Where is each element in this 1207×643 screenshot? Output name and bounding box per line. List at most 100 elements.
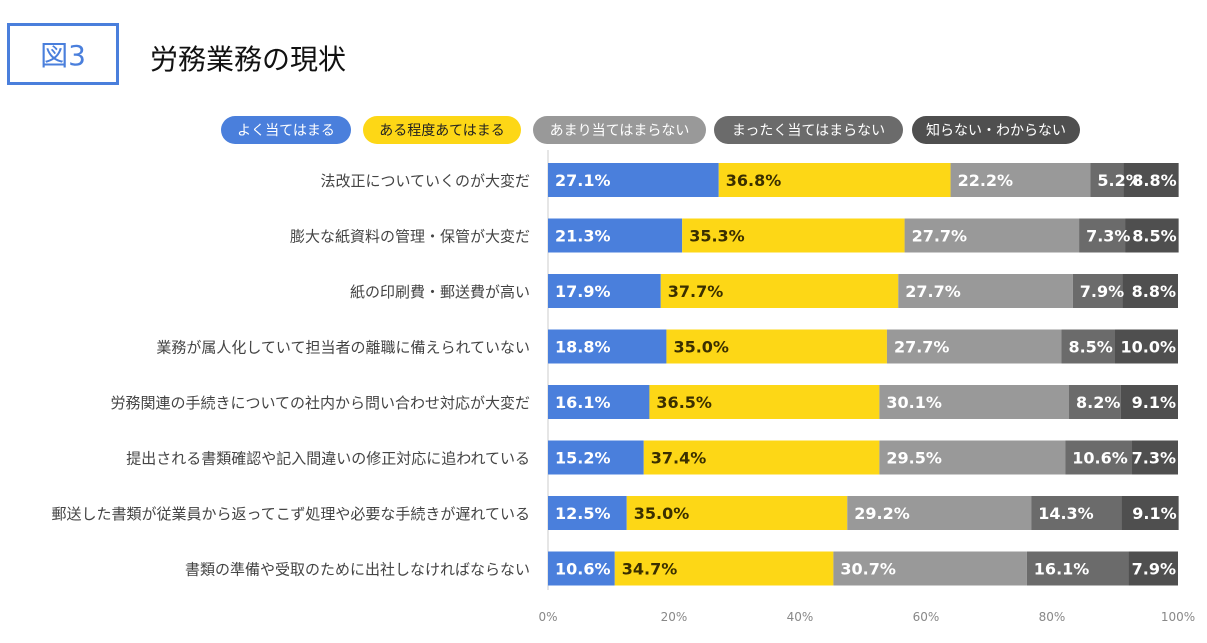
data-label: 7.3% — [1132, 449, 1176, 468]
data-label: 9.1% — [1132, 393, 1176, 412]
data-label: 14.3% — [1038, 504, 1094, 523]
category-label: 紙の印刷費・郵送費が高い — [350, 283, 530, 301]
bar-segment — [548, 551, 615, 586]
category-label: 法改正についていくのが大変だ — [320, 172, 530, 190]
data-label: 29.5% — [886, 449, 942, 468]
legend-item-1: よく当てはまる — [221, 116, 351, 144]
bar-segment — [548, 385, 650, 419]
data-label: 8.5% — [1068, 338, 1112, 357]
x-tick-label: 80% — [1039, 610, 1066, 624]
data-label: 8.8% — [1132, 282, 1176, 301]
category-label: 労務関連の手続きについての社内から問い合わせ対応が大変だ — [110, 394, 530, 412]
bar-segment — [898, 274, 1073, 308]
bar-segment — [548, 440, 644, 475]
legend-item-5: 知らない・わからない — [912, 116, 1080, 144]
bar-segment — [879, 385, 1070, 419]
data-label: 15.2% — [555, 449, 611, 468]
bar-segment — [1121, 496, 1179, 530]
bar-segment — [548, 218, 683, 253]
category-label: 業務が属人化していて担当者の離職に備えられていない — [156, 339, 530, 357]
category-label: 提出される書類確認や記入間違いの修正対応に追われている — [126, 450, 530, 468]
bar-segment — [1128, 551, 1178, 586]
data-label: 21.3% — [555, 227, 611, 246]
legend-item-3: あまり当てはまらない — [533, 116, 706, 144]
data-label: 12.5% — [555, 504, 611, 523]
data-label: 36.8% — [726, 171, 782, 190]
bar-segment — [548, 163, 719, 197]
category-label: 書類の準備や受取のために出社しなければならない — [185, 561, 530, 579]
data-label: 16.1% — [555, 393, 611, 412]
data-label: 30.7% — [840, 560, 896, 579]
category-label: 郵送した書類が従業員から返ってこず処理や必要な手続きが遅れている — [51, 505, 530, 523]
bar-segment — [660, 274, 899, 308]
data-label: 27.7% — [912, 227, 968, 246]
bar-segment — [847, 496, 1032, 530]
data-label: 16.1% — [1034, 560, 1090, 579]
bar-segment — [1125, 218, 1179, 253]
data-label: 18.8% — [555, 338, 611, 357]
bar-segment — [548, 274, 661, 308]
bar-segment — [950, 163, 1091, 197]
data-label: 8.2% — [1076, 393, 1120, 412]
data-label: 7.9% — [1132, 560, 1176, 579]
legend-item-2: ある程度あてはまる — [363, 116, 521, 144]
data-label: 10.0% — [1120, 338, 1176, 357]
bar-segment — [1065, 440, 1133, 475]
data-label: 9.1% — [1132, 504, 1176, 523]
bar-segment — [614, 551, 834, 586]
bar-segment — [1079, 218, 1126, 253]
data-label: 10.6% — [1072, 449, 1128, 468]
bar-segment — [1115, 329, 1178, 364]
bar-segment — [904, 218, 1080, 253]
data-label: 36.5% — [656, 393, 712, 412]
x-tick-label: 20% — [661, 610, 688, 624]
data-label: 35.0% — [673, 338, 729, 357]
bar-segment — [626, 496, 848, 530]
data-label: 30.1% — [886, 393, 942, 412]
data-label: 7.9% — [1080, 282, 1124, 301]
data-label: 35.0% — [634, 504, 690, 523]
data-label: 27.1% — [555, 171, 611, 190]
data-label: 5.2% — [1097, 171, 1141, 190]
figure-badge: 図3 — [7, 23, 119, 85]
figure-title: 労務業務の現状 — [150, 43, 347, 76]
x-tick-label: 60% — [913, 610, 940, 624]
bar-segment — [833, 551, 1027, 586]
bar-segment — [643, 440, 880, 475]
legend-item-4: まったく当てはまらない — [714, 116, 903, 144]
data-label: 17.9% — [555, 282, 611, 301]
data-label: 7.3% — [1086, 227, 1130, 246]
data-label: 10.6% — [555, 560, 611, 579]
data-label: 8.5% — [1132, 227, 1176, 246]
bar-segment — [1072, 274, 1123, 308]
bar-segment — [1090, 163, 1124, 197]
bar-segment — [1123, 163, 1179, 197]
bar-segment — [718, 163, 951, 197]
bar-segment — [682, 218, 905, 253]
bar-segment — [1122, 274, 1178, 308]
bar-segment — [879, 440, 1066, 475]
category-label: 膨大な紙資料の管理・保管が大変だ — [290, 228, 530, 246]
data-label: 27.7% — [905, 282, 961, 301]
bar-segment — [1120, 385, 1178, 419]
x-tick-label: 0% — [538, 610, 557, 624]
bar-segment — [1061, 329, 1115, 364]
data-label: 35.3% — [689, 227, 745, 246]
bar-segment — [649, 385, 880, 419]
legend: よく当てはまる ある程度あてはまる あまり当てはまらない まったく当てはまらない 知らな… — [0, 116, 1207, 146]
bar-segment — [666, 329, 887, 364]
x-tick-label: 100% — [1161, 610, 1195, 624]
data-label: 29.2% — [854, 504, 910, 523]
bar-segment — [1132, 440, 1178, 475]
bar-segment — [1069, 385, 1121, 419]
data-label: 22.2% — [958, 171, 1014, 190]
data-label: 37.4% — [651, 449, 707, 468]
data-label: 37.7% — [668, 282, 724, 301]
bar-segment — [548, 496, 627, 530]
bar-segment — [1026, 551, 1129, 586]
data-label: 27.7% — [894, 338, 950, 357]
bar-segment — [1031, 496, 1122, 530]
data-label: 8.8% — [1132, 171, 1176, 190]
bar-segment — [548, 329, 667, 364]
x-tick-label: 40% — [787, 610, 814, 624]
